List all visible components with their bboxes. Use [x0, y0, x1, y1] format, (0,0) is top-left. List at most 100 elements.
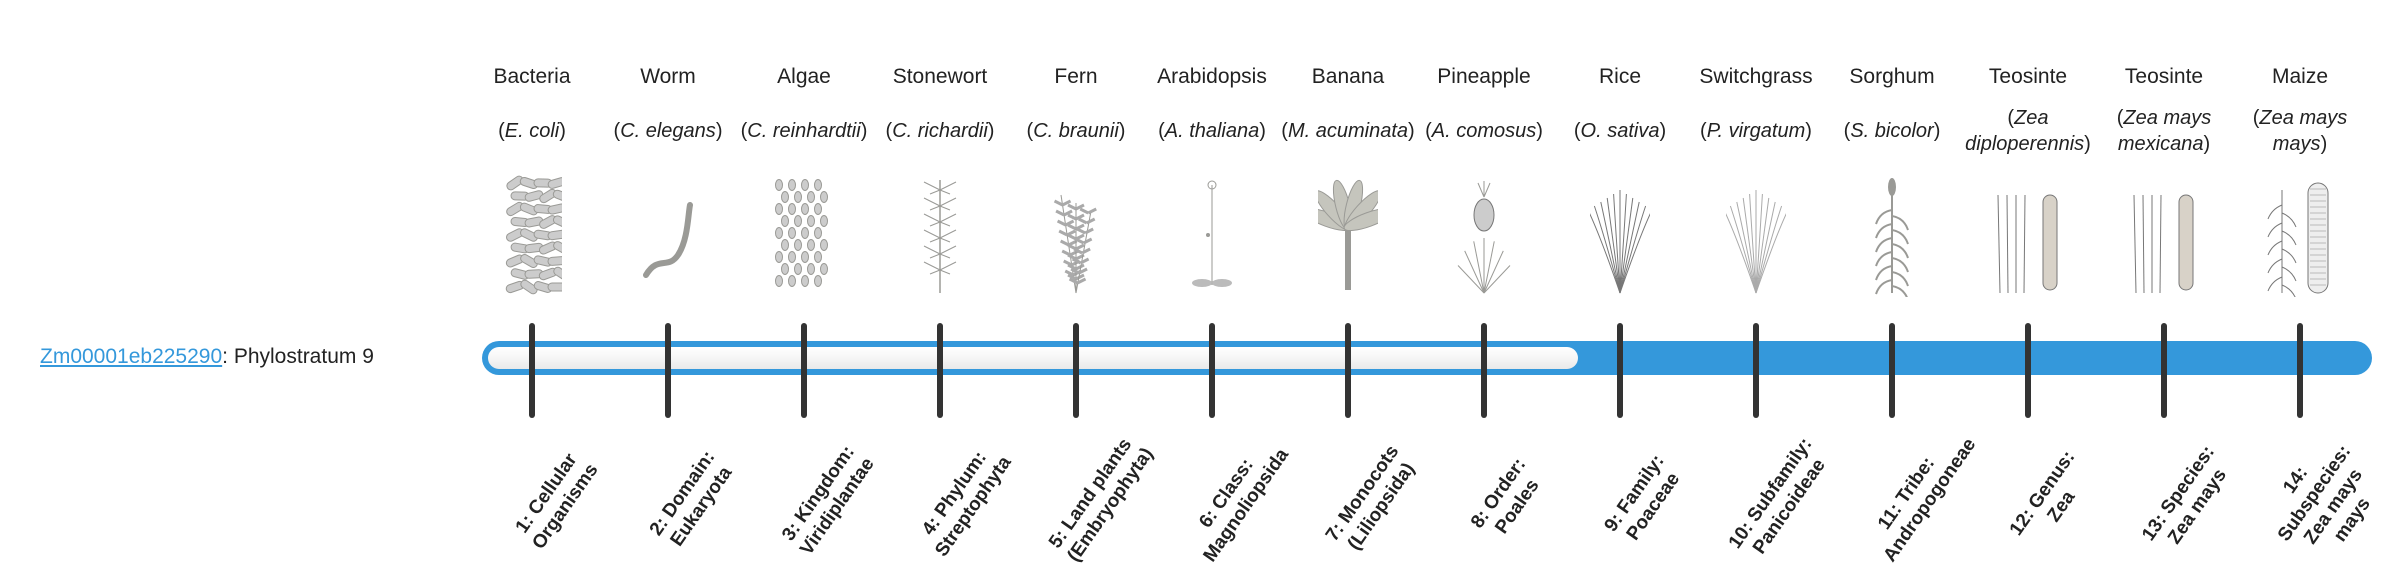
stratum-rank-label: 5: Land plants (Embryophyta): [1045, 434, 1158, 566]
stratum-rank-label: 6: Class: Magnoliopsida: [1195, 444, 1294, 566]
stratum-rank-label: 10: Subfamily: Panicoideae: [1724, 434, 1830, 559]
species-italic: C. richardii: [886, 118, 995, 144]
stratum-rank-label: 14: Subspecies: Zea mays mays: [2273, 441, 2375, 549]
stratum-tick: [665, 323, 671, 418]
organism-species-name: C. braunii: [1008, 102, 1144, 160]
arabidopsis-icon: [1144, 175, 1280, 297]
stratum-tick: [529, 323, 535, 418]
species-italic: Zea mays mexicana: [2096, 105, 2232, 157]
organism-common-name: Arabidopsis: [1157, 65, 1267, 88]
stratum-rank-label: 4: Phylum: Streptophyta: [918, 447, 1016, 561]
organism-common-name: Pineapple: [1437, 65, 1531, 88]
stratum-tick: [801, 323, 807, 418]
species-italic: Zea mays mays: [2232, 105, 2368, 157]
species-italic: C. reinhardtii: [741, 118, 868, 144]
organism-common-name: Maize: [2271, 65, 2329, 88]
organism-species-name: C. elegans: [600, 102, 736, 160]
organism-species-name: P. virgatum: [1688, 102, 1824, 160]
organism-species-name: Zea diploperennis: [1960, 102, 2096, 160]
organism-common-name: Teosinte: [2124, 65, 2204, 88]
progress-track-empty: [488, 347, 1578, 369]
gene-phylostratum-label: Zm00001eb225290: Phylostratum 9: [40, 342, 374, 372]
organism-header: Teosinte Zea diploperennis: [1960, 64, 2096, 160]
species-italic: C. braunii: [1027, 118, 1126, 144]
worm-icon: [600, 175, 736, 297]
species-italic: O. sativa: [1574, 118, 1666, 144]
organism-common-name: Teosinte: [1988, 65, 2068, 88]
organism-header: Banana M. acuminata: [1280, 64, 1416, 160]
rice-icon: [1552, 175, 1688, 297]
stratum-tick: [2297, 323, 2303, 418]
organism-header: Worm C. elegans: [600, 64, 736, 160]
stratum-tick: [2025, 323, 2031, 418]
organism-header: Teosinte Zea mays mexicana: [2096, 64, 2232, 160]
organism-header: Bacteria E. coli: [464, 64, 600, 160]
stratum-tick: [1345, 323, 1351, 418]
organism-species-name: M. acuminata: [1280, 102, 1416, 160]
stratum-rank-label: 9: Family: Poaceae: [1600, 451, 1685, 545]
stratum-tick: [1073, 323, 1079, 418]
organism-species-name: E. coli: [464, 102, 600, 160]
stratum-rank-label: 13: Species: Zea mays: [2138, 441, 2231, 549]
stratum-rank-label: 8: Order: Poales: [1466, 454, 1544, 538]
organism-header: Fern C. braunii: [1008, 64, 1144, 160]
organism-common-name: Stonewort: [892, 65, 988, 88]
organism-header: Algae C. reinhardtii: [736, 64, 872, 160]
organism-species-name: C. richardii: [872, 102, 1008, 160]
teosinte-icon: [1960, 175, 2096, 297]
sorghum-icon: [1824, 175, 1960, 297]
stratum-tick: [937, 323, 943, 418]
pineapple-icon: [1416, 175, 1552, 297]
organism-common-name: Switchgrass: [1699, 65, 1813, 88]
organism-species-name: Zea mays mexicana: [2096, 102, 2232, 160]
organism-common-name: Algae: [777, 65, 831, 88]
species-italic: A. comosus: [1425, 118, 1543, 144]
species-italic: C. elegans: [614, 118, 723, 144]
stratum-rank-label: 2: Domain: Eukaryota: [645, 447, 737, 551]
banana-icon: [1280, 175, 1416, 297]
organism-species-name: A. comosus: [1416, 102, 1552, 160]
organism-species-name: S. bicolor: [1824, 102, 1960, 160]
organism-common-name: Bacteria: [493, 65, 571, 88]
organism-header: Rice O. sativa: [1552, 64, 1688, 160]
organism-header: Sorghum S. bicolor: [1824, 64, 1960, 160]
algae-icon: [736, 175, 872, 297]
organism-header: Arabidopsis A. thaliana: [1144, 64, 1280, 160]
organism-common-name: Banana: [1311, 65, 1385, 88]
teosinte-icon: [2096, 175, 2232, 297]
gene-id-link[interactable]: Zm00001eb225290: [40, 345, 223, 368]
organism-common-name: Rice: [1598, 65, 1641, 88]
organism-common-name: Fern: [1054, 65, 1098, 88]
phylostratum-text: : Phylostratum 9: [222, 345, 374, 368]
maize-icon: [2232, 175, 2368, 297]
stratum-rank-label: 7: Monocots (Liliopsida): [1321, 441, 1420, 555]
species-italic: S. bicolor: [1844, 118, 1941, 144]
phylostratum-progress-bar: [482, 341, 2372, 375]
organism-species-name: O. sativa: [1552, 102, 1688, 160]
bacteria-icon: [464, 175, 600, 297]
stratum-rank-label: 12: Genus: Zea: [2005, 447, 2080, 540]
stratum-tick: [2161, 323, 2167, 418]
organism-species-name: Zea mays mays: [2232, 102, 2368, 160]
organism-header: Switchgrass P. virgatum: [1688, 64, 1824, 160]
stratum-rank-label: 3: Kingdom: Viridiplantae: [778, 441, 879, 560]
fern-icon: [1008, 175, 1144, 297]
organism-header: Maize Zea mays mays: [2232, 64, 2368, 160]
organism-header: Pineapple A. comosus: [1416, 64, 1552, 160]
organism-species-name: C. reinhardtii: [736, 102, 872, 160]
organism-species-name: A. thaliana: [1144, 102, 1280, 160]
stratum-tick: [1481, 323, 1487, 418]
species-italic: P. virgatum: [1700, 118, 1812, 144]
species-italic: M. acuminata: [1281, 118, 1414, 144]
stratum-tick: [1889, 323, 1895, 418]
stratum-tick: [1617, 323, 1623, 418]
stratum-tick: [1209, 323, 1215, 418]
species-italic: A. thaliana: [1158, 118, 1266, 144]
stratum-rank-label: 1: Cellular Organisms: [511, 449, 603, 554]
organism-common-name: Sorghum: [1849, 65, 1935, 88]
organism-common-name: Worm: [640, 65, 696, 88]
organism-header: Stonewort C. richardii: [872, 64, 1008, 160]
switchgrass-icon: [1688, 175, 1824, 297]
stratum-rank-label: 11: Tribe: Andropogoneae: [1874, 434, 1981, 566]
stonewort-icon: [872, 175, 1008, 297]
